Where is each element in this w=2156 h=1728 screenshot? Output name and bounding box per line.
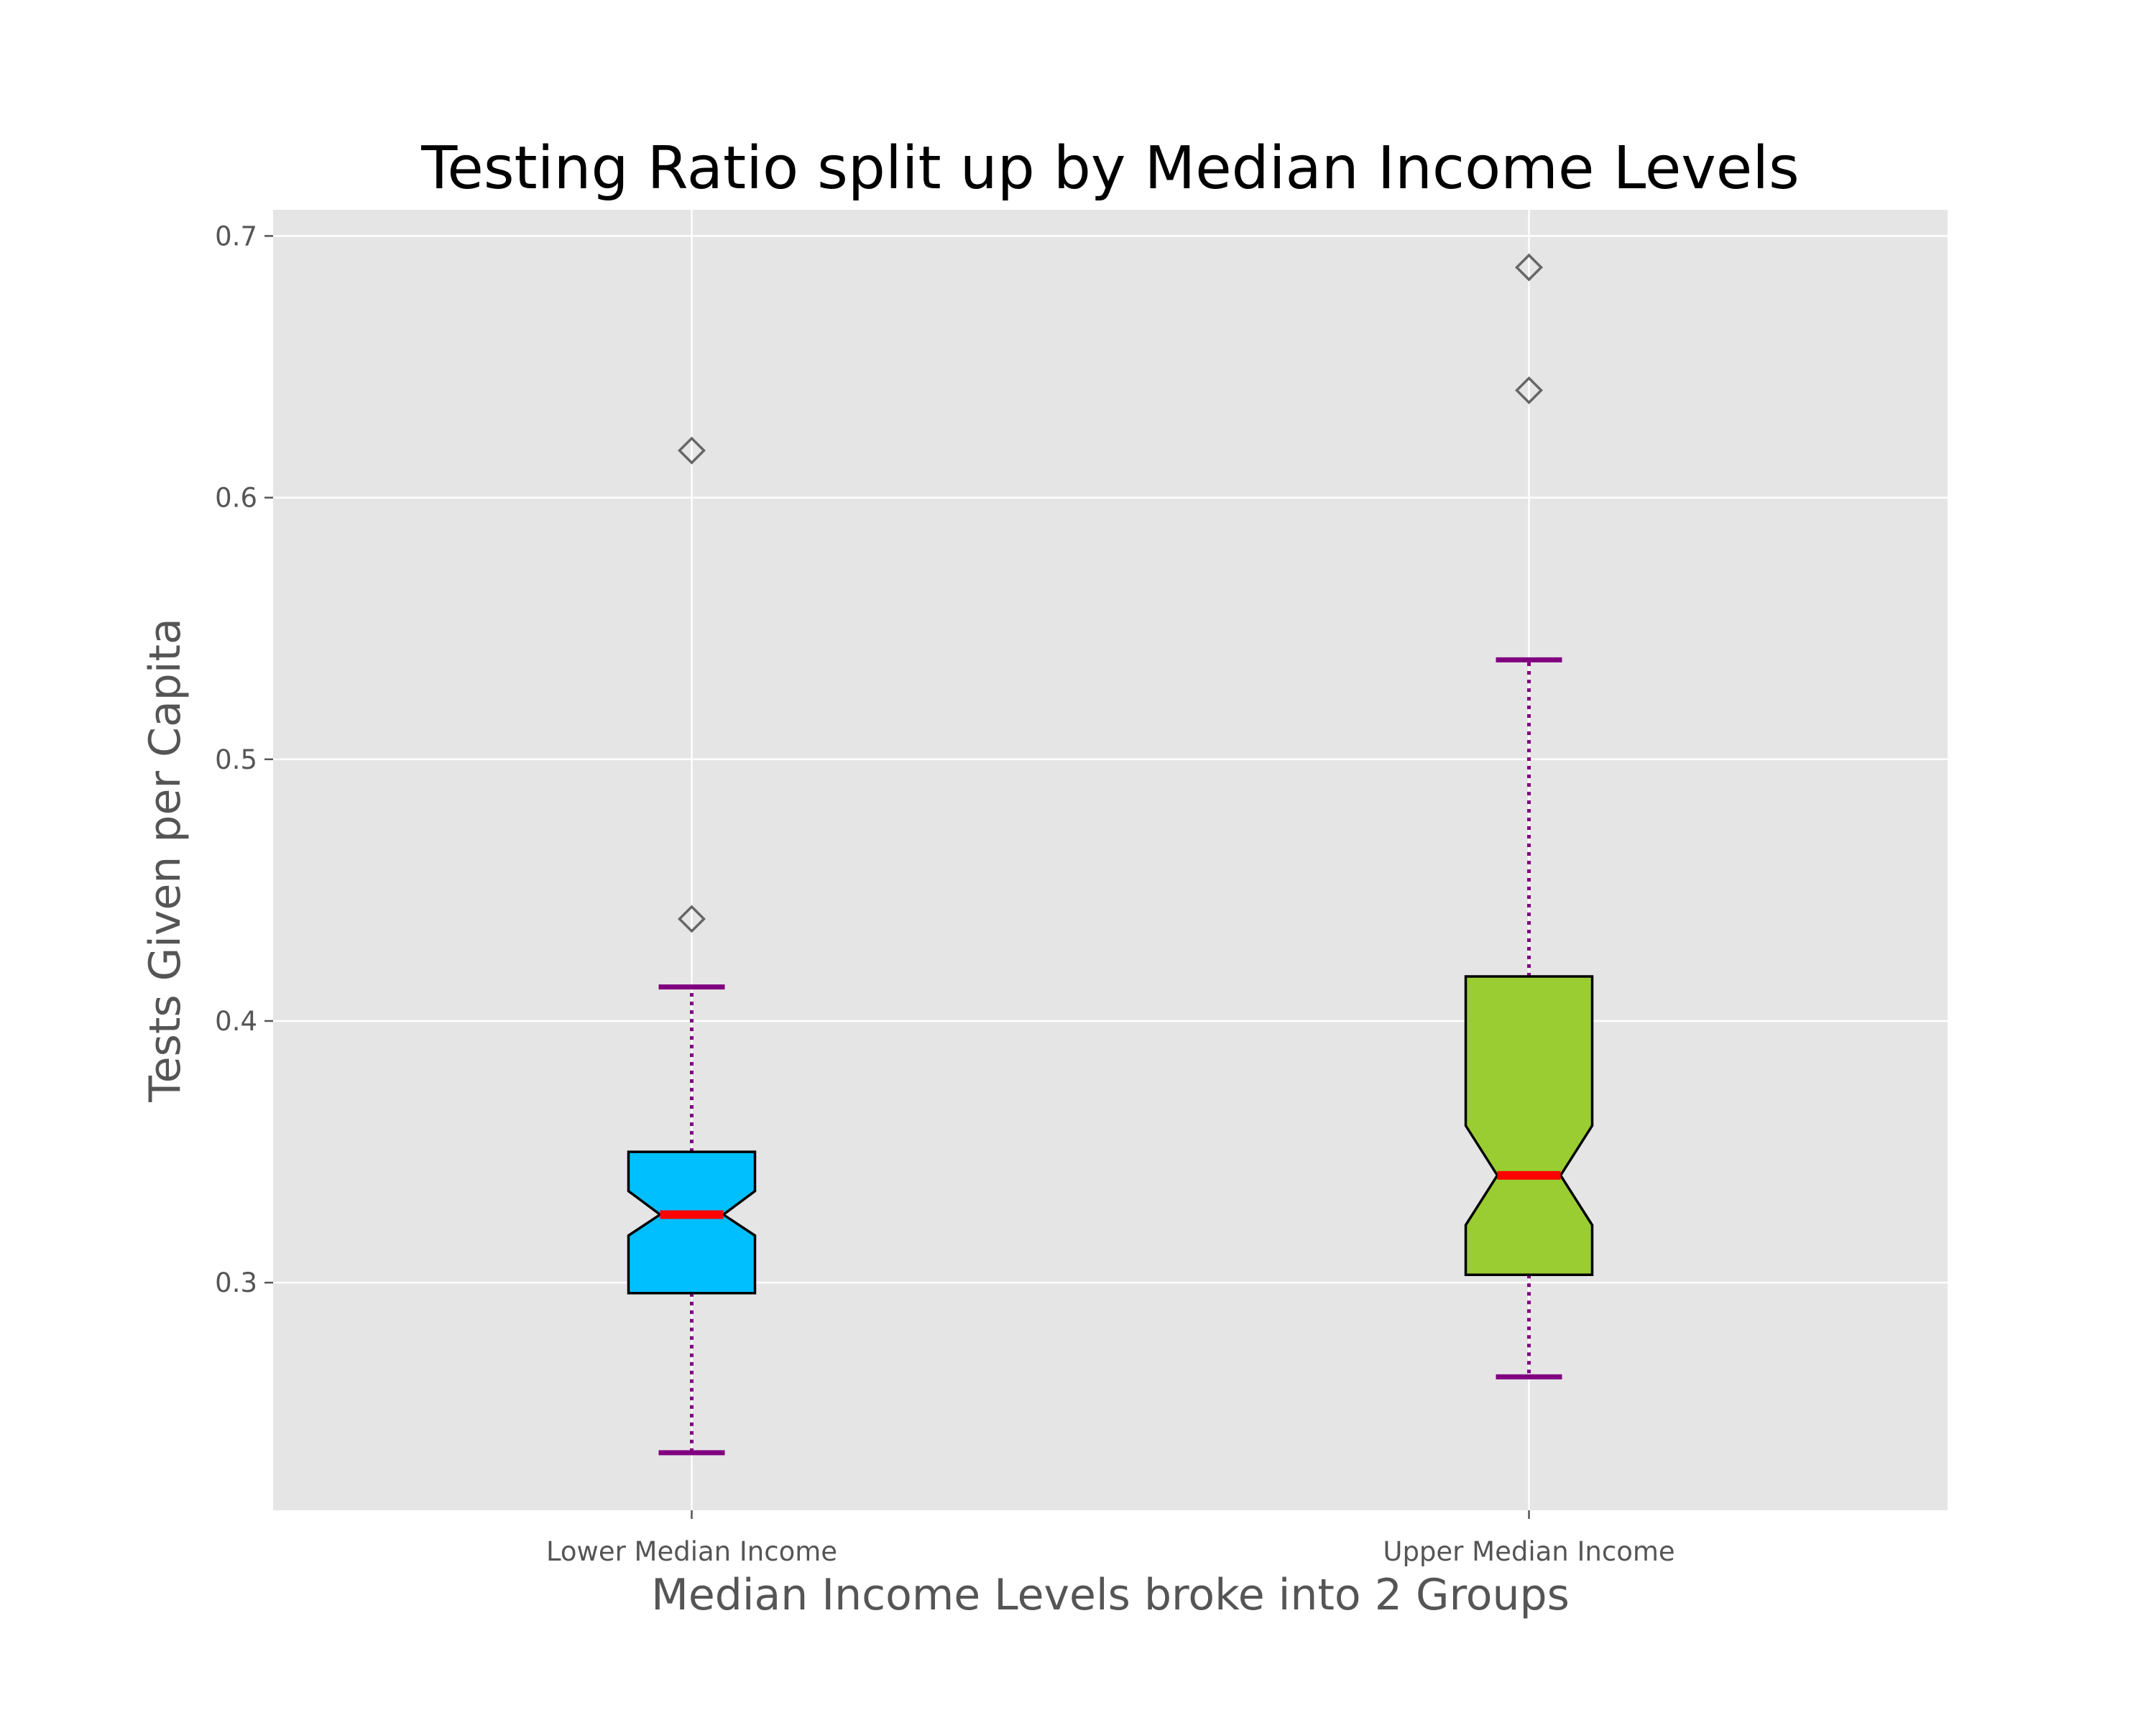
- chart-title: Testing Ratio split up by Median Income …: [420, 134, 1800, 203]
- outlier-point: [1515, 253, 1543, 282]
- outlier-point: [1515, 376, 1543, 405]
- x-tick-label: Upper Median Income: [1383, 1536, 1674, 1567]
- box-body: [1464, 975, 1594, 1276]
- x-tick-label: Lower Median Income: [546, 1536, 837, 1567]
- outlier-point: [678, 436, 706, 465]
- box-body: [627, 1150, 757, 1295]
- box-group-1: [1464, 253, 1594, 1380]
- plot-area: [273, 210, 1948, 1510]
- y-tick-label: 0.7: [215, 221, 257, 251]
- x-axis-label: Median Income Levels broke into 2 Groups: [651, 1570, 1570, 1620]
- outlier-point: [678, 905, 706, 933]
- y-tick-label: 0.6: [215, 483, 257, 514]
- boxes: [627, 253, 1594, 1456]
- y-tick-label: 0.5: [215, 744, 257, 775]
- axis-ticks: 0.3 0.4 0.5 0.6 0.7 Lower Median Income Upper …: [215, 221, 1674, 1567]
- y-axis-label: Tests Given per Capita: [140, 618, 190, 1103]
- y-tick-label: 0.4: [215, 1006, 257, 1037]
- y-tick-label: 0.3: [215, 1267, 257, 1298]
- box-group-0: [627, 436, 757, 1456]
